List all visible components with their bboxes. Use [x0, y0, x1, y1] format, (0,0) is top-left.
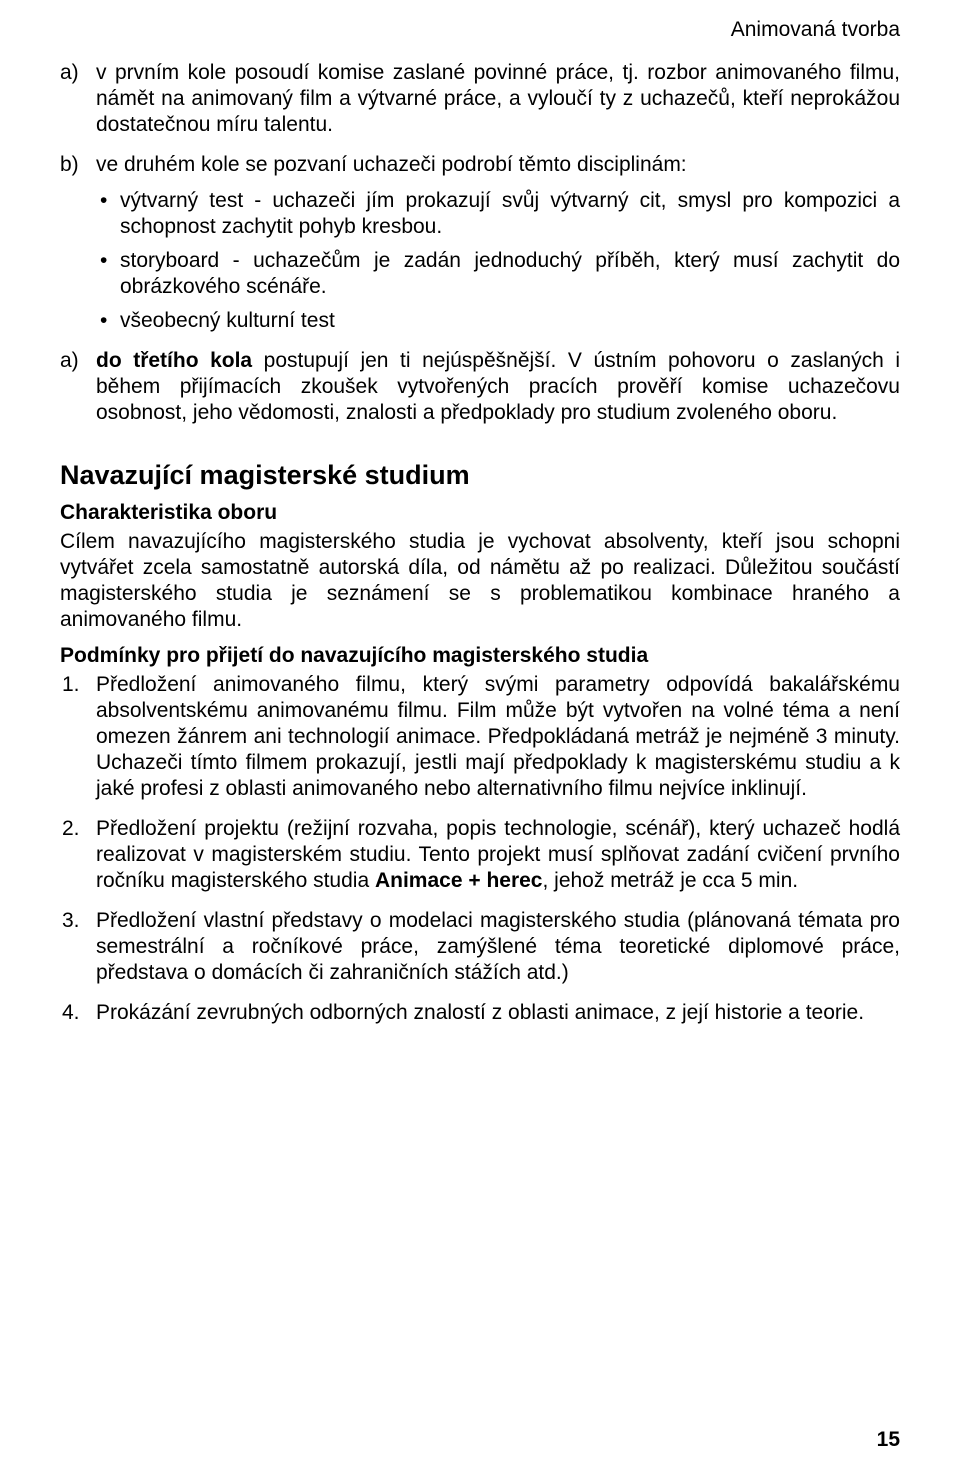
list-item-a2: a) do třetího kola postupují jen ti nejú… — [60, 348, 900, 426]
num-marker: 1. — [62, 672, 80, 698]
body-paragraph: Cílem navazujícího magisterského studia … — [60, 529, 900, 633]
document-page: Animovaná tvorba a) v prvním kole posoud… — [0, 0, 960, 1474]
num-item-2: 2. Předložení projektu (režijní rozvaha,… — [60, 816, 900, 894]
num-text: Předložení vlastní představy o modelaci … — [96, 909, 900, 984]
list-item-a: a) v prvním kole posoudí komise zaslané … — [60, 60, 900, 138]
bullet-list: výtvarný test - uchazeči jím prokazují s… — [96, 188, 900, 334]
num-text: Předložení animovaného filmu, který svým… — [96, 673, 900, 800]
num-item-1: 1. Předložení animovaného filmu, který s… — [60, 672, 900, 802]
num-item-3: 3. Předložení vlastní představy o modela… — [60, 908, 900, 986]
section-heading: Navazující magisterské studium — [60, 460, 900, 491]
page-header: Animovaná tvorba — [60, 18, 900, 42]
num-marker: 4. — [62, 1000, 80, 1026]
num-item-4: 4. Prokázání zevrubných odborných znalos… — [60, 1000, 900, 1026]
lettered-list-1: a) v prvním kole posoudí komise zaslané … — [60, 60, 900, 426]
list-text: ve druhém kole se pozvaní uchazeči podro… — [96, 153, 687, 176]
num-marker: 3. — [62, 908, 80, 934]
num-text-post: , jehož metráž je cca 5 min. — [542, 869, 798, 892]
list-item-b: b) ve druhém kole se pozvaní uchazeči po… — [60, 152, 900, 334]
subsection-heading-cond: Podmínky pro přijetí do navazujícího mag… — [60, 644, 900, 668]
list-text: v prvním kole posoudí komise zaslané pov… — [96, 61, 900, 136]
bullet-item: výtvarný test - uchazeči jím prokazují s… — [96, 188, 900, 240]
numbered-list: 1. Předložení animovaného filmu, který s… — [60, 672, 900, 1026]
list-marker: b) — [60, 152, 79, 178]
bullet-item: storyboard - uchazečům je zadán jednoduc… — [96, 248, 900, 300]
subsection-heading-char: Charakteristika oboru — [60, 501, 900, 525]
list-marker: a) — [60, 60, 79, 86]
num-marker: 2. — [62, 816, 80, 842]
num-text: Prokázání zevrubných odborných znalostí … — [96, 1001, 864, 1024]
page-number: 15 — [877, 1428, 900, 1452]
bold-inline: Animace + herec — [375, 869, 543, 892]
bullet-item: všeobecný kulturní test — [96, 308, 900, 334]
list-marker: a) — [60, 348, 79, 374]
bold-lead: do třetího kola — [96, 349, 252, 372]
